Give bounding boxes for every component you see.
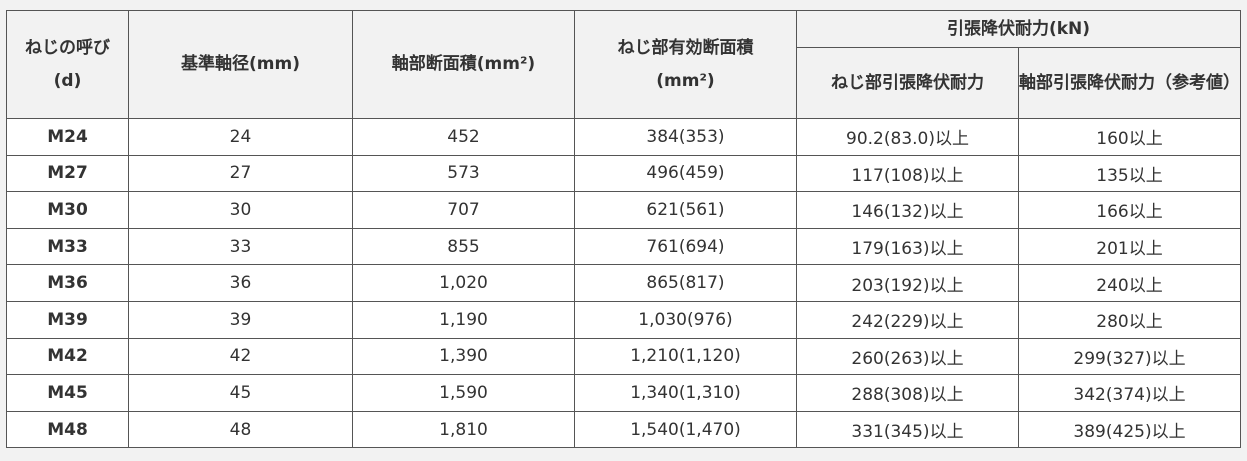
table-cell: 1,190 [352, 300, 575, 339]
table-cell: 1,390 [352, 337, 575, 376]
table-row: M30 30 707 621(561) 146(132)以上 166以上 [6, 191, 1242, 229]
table-cell: 1,030(976) [574, 300, 797, 339]
table-cell: 203(192)以上 [796, 264, 1019, 302]
header-cell: ねじの呼び(d) [6, 10, 129, 119]
table-cell: 573 [352, 154, 575, 193]
table-cell: 389(425)以上 [1017, 410, 1242, 449]
table-cell: 707 [352, 191, 575, 229]
table-cell: 146(132)以上 [796, 191, 1019, 229]
table-cell: 90.2(83.0)以上 [796, 118, 1019, 156]
table-cell: 865(817) [574, 264, 797, 302]
table-row: M42 42 1,390 1,210(1,120) 260(263)以上 299(327)… [6, 337, 1242, 376]
table-row: M36 36 1,020 865(817) 203(192)以上 240以上 [6, 264, 1242, 302]
table-cell: 1,810 [352, 410, 575, 449]
spec-table: ねじの呼び(d) 基準軸径(mm) 軸部断面積(mm²) ねじ部有効断面積(mm… [6, 10, 1242, 449]
row-label: M30 [6, 191, 129, 229]
table-cell: 33 [128, 227, 353, 266]
table-row: M33 33 855 761(694) 179(163)以上 201以上 [6, 227, 1242, 266]
table-cell: 135以上 [1017, 154, 1242, 193]
table-header: ねじの呼び(d) 基準軸径(mm) 軸部断面積(mm²) ねじ部有効断面積(mm… [6, 10, 1242, 119]
table-cell: 45 [128, 374, 353, 412]
table-cell: 39 [128, 300, 353, 339]
row-label: M48 [6, 410, 129, 449]
table-cell: 42 [128, 337, 353, 376]
table-cell: 1,340(1,310) [574, 374, 797, 412]
table-cell: 342(374)以上 [1017, 374, 1242, 412]
table-cell: 621(561) [574, 191, 797, 229]
table-cell: 288(308)以上 [796, 374, 1019, 412]
table-cell: 1,590 [352, 374, 575, 412]
table-row: M27 27 573 496(459) 117(108)以上 135以上 [6, 154, 1242, 193]
table-cell: 242(229)以上 [796, 300, 1019, 339]
row-label: M36 [6, 264, 129, 302]
table-cell: 240以上 [1017, 264, 1242, 302]
row-label: M45 [6, 374, 129, 412]
table-cell: 30 [128, 191, 353, 229]
table-cell: 48 [128, 410, 353, 449]
header-cell: ねじ部有効断面積(mm²) [574, 10, 797, 119]
table-cell: 280以上 [1017, 300, 1242, 339]
table-cell: 299(327)以上 [1017, 337, 1242, 376]
row-label: M39 [6, 300, 129, 339]
table-cell: 36 [128, 264, 353, 302]
header-cell: 引張降伏耐力(kN) [795, 10, 1242, 48]
table-body: M24 24 452 384(353) 90.2(83.0)以上 160以上 M27 27 57… [6, 118, 1242, 449]
header-cell: ねじ部引張降伏耐力 [796, 47, 1019, 119]
row-label: M27 [6, 154, 129, 193]
table-cell: 166以上 [1017, 191, 1242, 229]
table-cell: 260(263)以上 [796, 337, 1019, 376]
row-label: M42 [6, 337, 129, 376]
table-cell: 1,540(1,470) [574, 410, 797, 449]
table-row: M24 24 452 384(353) 90.2(83.0)以上 160以上 [6, 118, 1242, 156]
row-label: M24 [6, 118, 129, 156]
table-row: M39 39 1,190 1,030(976) 242(229)以上 280以上 [6, 300, 1242, 339]
table-row: M48 48 1,810 1,540(1,470) 331(345)以上 389(425)… [6, 410, 1242, 449]
table-cell: 201以上 [1017, 227, 1242, 266]
table-row: M45 45 1,590 1,340(1,310) 288(308)以上 342(374)… [6, 374, 1242, 412]
header-cell: 基準軸径(mm) [128, 10, 353, 119]
header-cell: 軸部断面積(mm²) [352, 10, 575, 119]
table-cell: 452 [352, 118, 575, 156]
table-cell: 1,210(1,120) [574, 337, 797, 376]
header-cell: 軸部引張降伏耐力（参考値） [1017, 47, 1242, 119]
table-cell: 179(163)以上 [796, 227, 1019, 266]
table-cell: 24 [128, 118, 353, 156]
table-cell: 384(353) [574, 118, 797, 156]
row-label: M33 [6, 227, 129, 266]
table-cell: 160以上 [1017, 118, 1242, 156]
table-cell: 761(694) [574, 227, 797, 266]
table-cell: 117(108)以上 [796, 154, 1019, 193]
table-cell: 855 [352, 227, 575, 266]
table-cell: 496(459) [574, 154, 797, 193]
table-cell: 1,020 [352, 264, 575, 302]
table-cell: 331(345)以上 [796, 410, 1019, 449]
table-cell: 27 [128, 154, 353, 193]
